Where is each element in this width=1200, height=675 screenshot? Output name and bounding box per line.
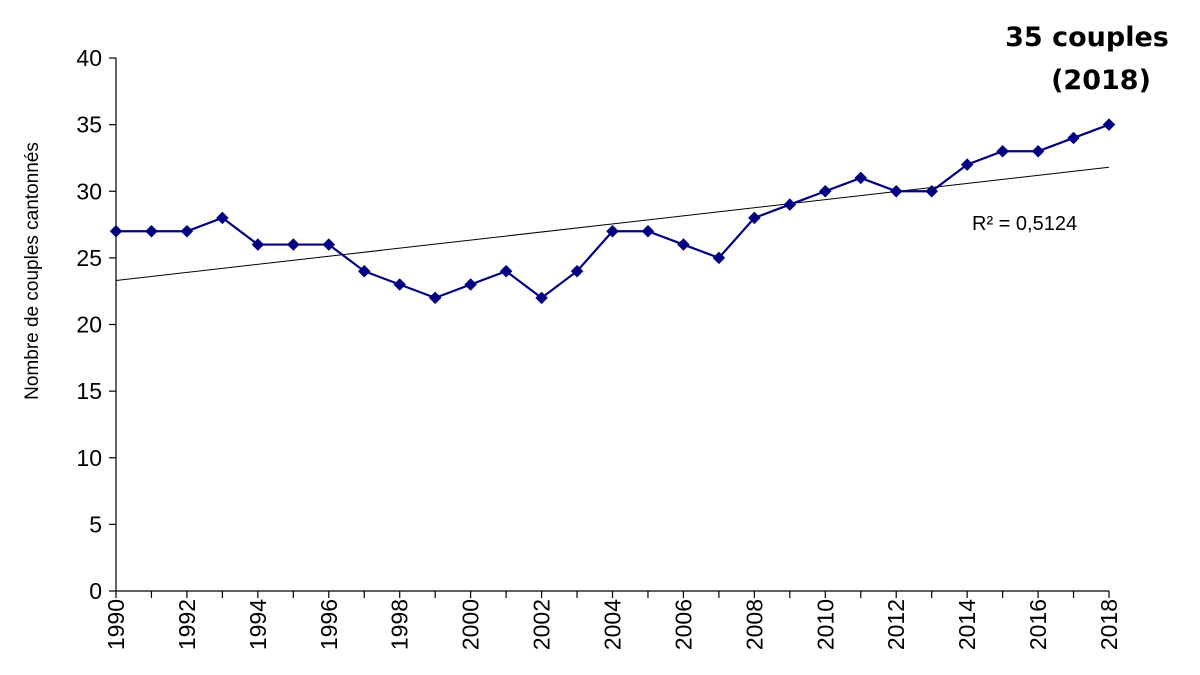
r2-label: R² = 0,5124 — [972, 213, 1077, 235]
x-tick-label: 2004 — [600, 599, 626, 650]
x-tick-label: 2008 — [741, 599, 767, 650]
y-axis-ticks — [109, 57, 116, 592]
data-point — [1031, 144, 1045, 158]
data-markers — [109, 118, 1116, 305]
data-point — [109, 224, 123, 238]
x-tick-label: 2014 — [954, 599, 980, 650]
y-tick-label: 10 — [76, 445, 102, 471]
data-point — [251, 238, 265, 251]
y-tick-label: 40 — [76, 45, 102, 71]
y-tick-label: 20 — [76, 312, 102, 338]
x-tick-label: 1998 — [387, 599, 413, 650]
series-line — [116, 123, 1110, 300]
data-point — [464, 278, 477, 291]
x-tick-label: 2018 — [1096, 599, 1122, 650]
data-point — [428, 291, 442, 305]
y-tick-label: 0 — [89, 578, 102, 604]
x-tick-labels: 1990 1992 1994 1996 1998 2000 2002 2004 2006 2008… — [103, 599, 1122, 650]
data-point — [783, 198, 797, 211]
data-point — [499, 264, 513, 278]
data-point — [286, 238, 300, 251]
x-tick-label: 1990 — [103, 599, 129, 650]
x-tick-label: 2016 — [1025, 599, 1051, 650]
x-tick-label: 2006 — [670, 599, 696, 650]
data-point — [748, 211, 761, 225]
data-point — [357, 264, 371, 278]
x-tick-label: 2012 — [883, 599, 909, 650]
data-point — [818, 184, 832, 198]
data-point — [677, 238, 690, 251]
x-tick-label: 1994 — [245, 599, 271, 650]
y-tick-label: 15 — [76, 378, 102, 404]
data-point — [641, 224, 655, 238]
data-point — [393, 278, 407, 291]
data-point — [606, 224, 619, 238]
data-point — [925, 184, 939, 198]
y-tick-label: 25 — [76, 245, 102, 271]
data-point — [570, 264, 584, 278]
annotation-couples: 35 couples — [1005, 22, 1169, 53]
x-axis-ticks — [115, 591, 1110, 598]
data-point — [145, 224, 158, 238]
data-point — [1102, 118, 1116, 131]
y-tick-label: 35 — [76, 112, 102, 138]
data-point — [960, 158, 974, 171]
y-tick-labels: 0 5 10 15 20 25 30 35 40 — [76, 45, 102, 604]
data-point — [854, 171, 868, 185]
y-axis-title: Nombre de couples cantonnés — [22, 142, 43, 400]
data-point — [889, 184, 903, 198]
y-tick-label: 5 — [89, 511, 102, 537]
data-point — [1067, 131, 1080, 145]
trendline — [115, 166, 1110, 282]
x-tick-label: 2010 — [812, 599, 838, 650]
data-point — [180, 224, 194, 238]
x-tick-label: 1996 — [316, 599, 342, 650]
data-point — [535, 291, 548, 305]
x-tick-label: 2002 — [529, 599, 555, 650]
y-tick-label: 30 — [76, 178, 102, 204]
data-point — [996, 144, 1009, 158]
annotation-year: (2018) — [1051, 65, 1151, 96]
x-tick-label: 2000 — [458, 599, 484, 650]
data-point — [322, 238, 336, 251]
data-point — [216, 211, 229, 225]
x-tick-label: 1992 — [174, 599, 200, 650]
data-point — [712, 251, 726, 265]
